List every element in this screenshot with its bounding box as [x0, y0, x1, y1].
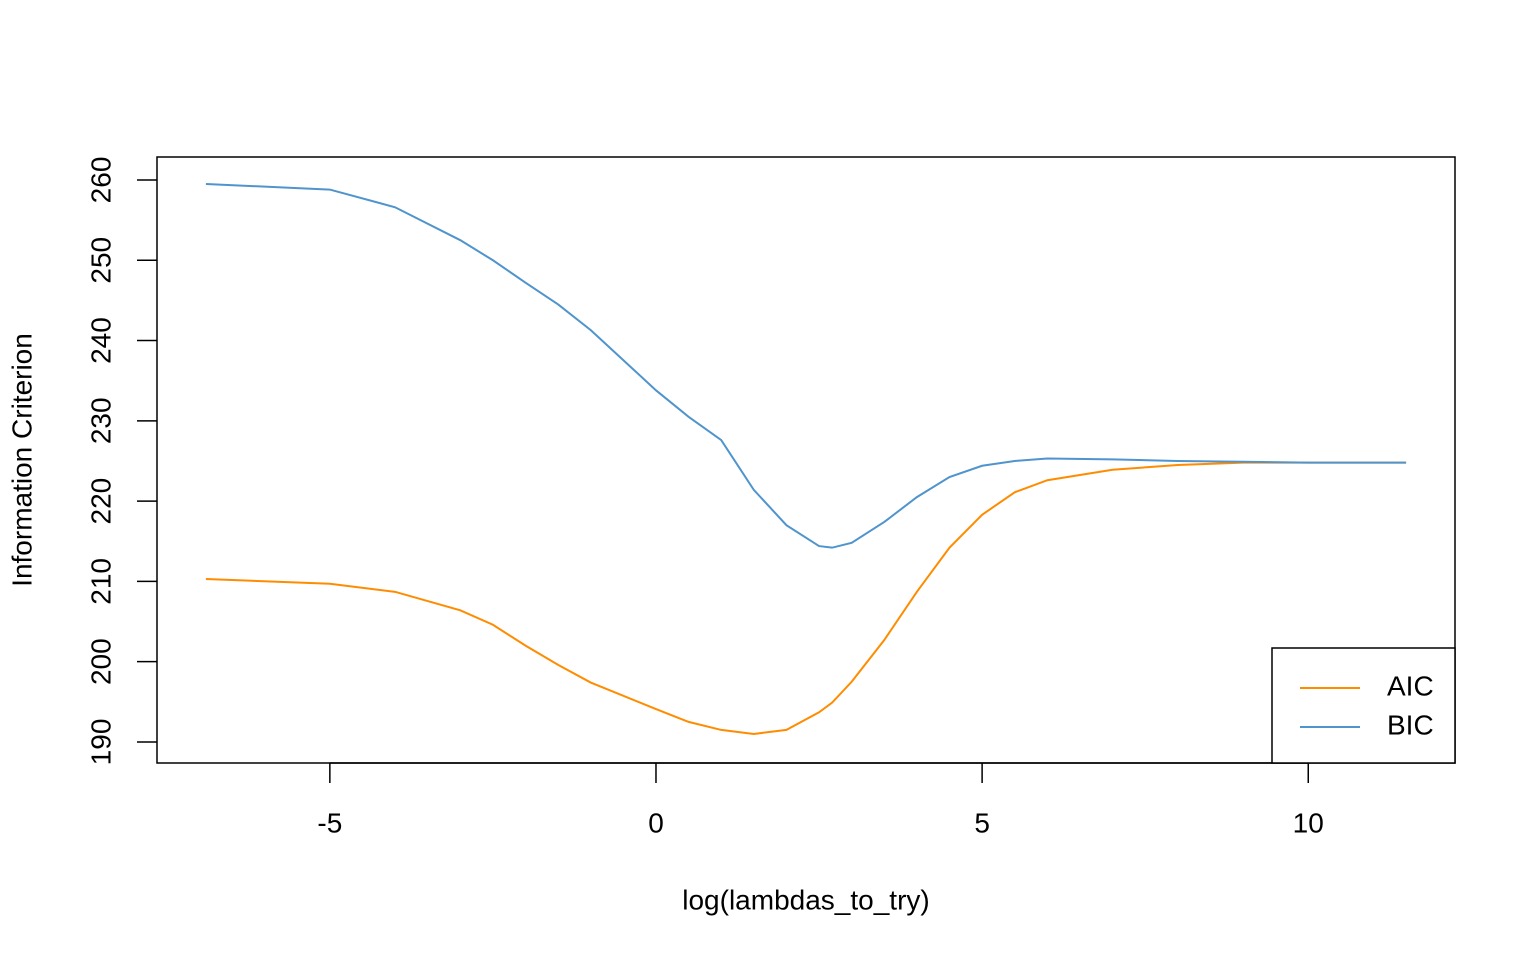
x-tick-label: 5 — [974, 807, 990, 838]
x-axis-label: log(lambdas_to_try) — [682, 884, 929, 915]
y-tick-label: 220 — [85, 478, 116, 525]
y-tick-label: 190 — [85, 719, 116, 766]
y-axis-label: Information Criterion — [6, 333, 37, 587]
y-tick-label: 260 — [85, 157, 116, 204]
legend-box — [1271, 647, 1456, 764]
y-tick-label: 240 — [85, 317, 116, 364]
y-tick-label: 230 — [85, 397, 116, 444]
plot-frame — [156, 156, 1456, 764]
x-tick-label: 10 — [1293, 807, 1324, 838]
y-tick-label: 200 — [85, 638, 116, 685]
data-line — [205, 461, 1407, 735]
x-tick-label: -5 — [317, 807, 342, 838]
legend-label: BIC — [1387, 709, 1434, 740]
x-tick-label: 0 — [648, 807, 664, 838]
y-tick-label: 210 — [85, 558, 116, 605]
data-line — [205, 182, 1407, 549]
legend-label: AIC — [1387, 670, 1434, 701]
y-tick-label: 250 — [85, 237, 116, 284]
